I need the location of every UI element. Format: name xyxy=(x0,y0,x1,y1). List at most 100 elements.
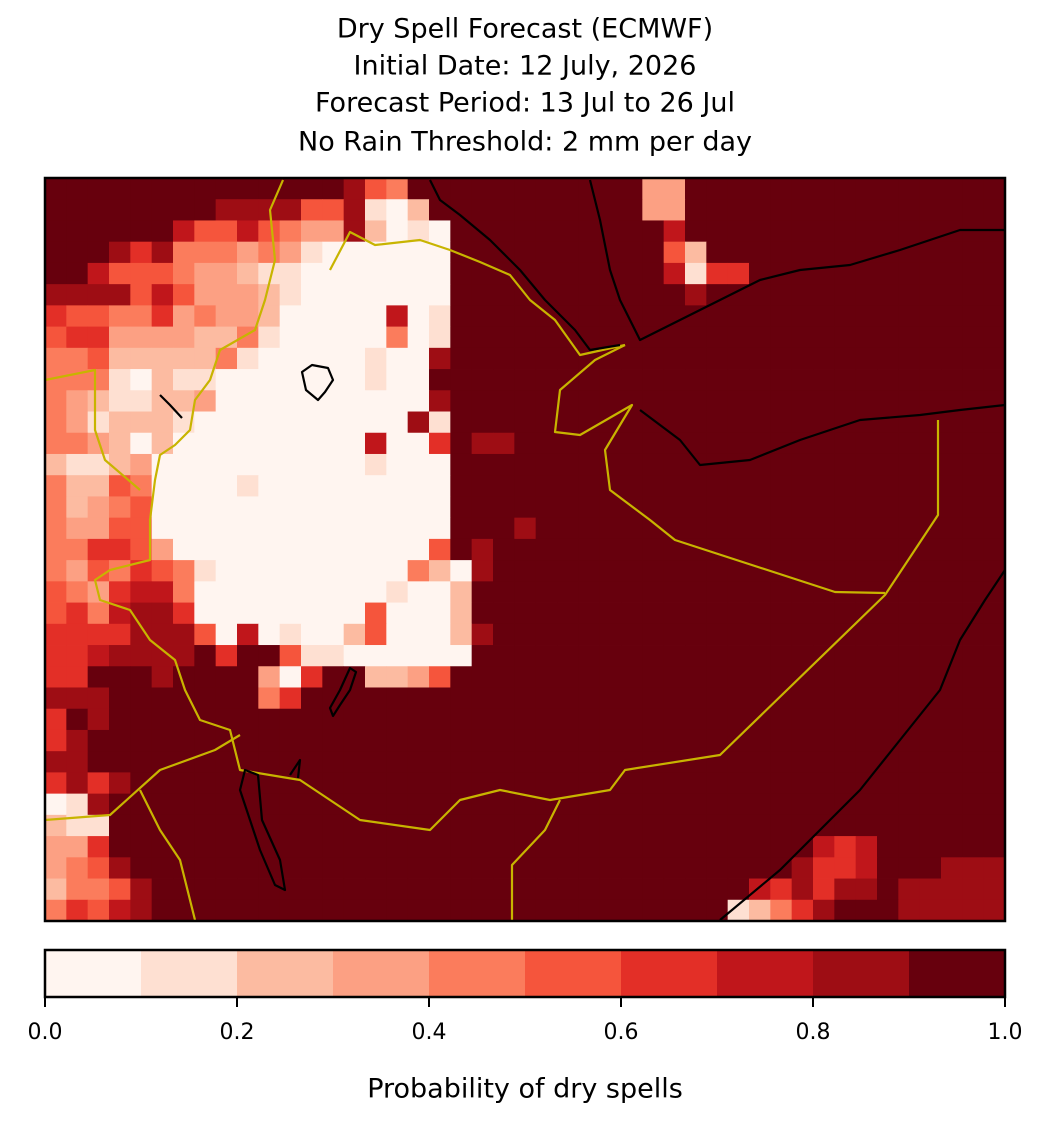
grid-cell xyxy=(834,496,857,519)
grid-cell xyxy=(471,178,494,200)
colorbar: 0.0 0.2 0.4 0.6 0.8 1.0 xyxy=(28,948,1023,1045)
grid-cell xyxy=(621,432,643,455)
grid-cell xyxy=(834,666,857,688)
grid-cell xyxy=(557,899,579,922)
grid-cell xyxy=(514,729,537,752)
grid-cell xyxy=(919,305,942,327)
grid-cell xyxy=(855,793,878,816)
grid-cell xyxy=(941,326,963,349)
grid-cell xyxy=(855,687,878,710)
grid-cell xyxy=(109,199,131,221)
grid-cell xyxy=(493,793,515,816)
grid-cell xyxy=(258,475,281,497)
grid-cell xyxy=(429,899,451,922)
grid-cell xyxy=(237,390,259,412)
grid-cell xyxy=(855,347,878,370)
grid-cell xyxy=(386,666,409,688)
grid-cell xyxy=(535,751,558,773)
grid-cell xyxy=(983,453,1006,476)
grid-cell xyxy=(749,623,771,646)
grid-cell xyxy=(194,241,217,264)
grid-cell xyxy=(66,772,89,795)
grid-cell xyxy=(194,347,217,370)
grid-cell xyxy=(66,178,89,200)
grid-cell xyxy=(749,708,771,731)
title-line: No Rain Threshold: 2 mm per day xyxy=(298,127,752,158)
grid-cell xyxy=(557,814,579,837)
grid-cell xyxy=(386,199,409,221)
grid-cell xyxy=(322,432,345,455)
grid-cell xyxy=(898,496,921,519)
grid-cell xyxy=(151,347,174,370)
border-line xyxy=(329,230,626,357)
colorbar-segment xyxy=(525,950,622,997)
grid-cell xyxy=(450,369,473,391)
grid-cell xyxy=(834,262,857,285)
grid-cell xyxy=(770,390,793,412)
grid-cell xyxy=(194,369,217,391)
grid-cell xyxy=(237,538,259,561)
grid-cell xyxy=(109,687,131,710)
grid-cell xyxy=(109,729,131,752)
grid-cell xyxy=(834,326,857,349)
grid-cell xyxy=(215,687,238,710)
grid-cell xyxy=(322,899,345,922)
grid-cell xyxy=(642,432,665,455)
grid-cell xyxy=(514,517,537,540)
grid-cell xyxy=(301,729,323,752)
grid-cell xyxy=(706,772,729,795)
grid-cell xyxy=(130,899,153,922)
grid-cell xyxy=(493,178,515,200)
grid-cell xyxy=(173,878,195,901)
grid-cell xyxy=(194,602,217,625)
grid-cell xyxy=(727,751,750,773)
grid-cell xyxy=(151,453,174,476)
grid-cell xyxy=(685,390,707,412)
grid-cell xyxy=(855,517,878,540)
grid-cell xyxy=(66,432,89,455)
grid-cell xyxy=(706,347,729,370)
grid-cell xyxy=(45,899,67,922)
grid-cell xyxy=(130,793,153,816)
grid-cell xyxy=(834,772,857,795)
grid-cell xyxy=(813,475,835,497)
grid-cell xyxy=(173,899,195,922)
grid-cell xyxy=(962,496,985,519)
grid-cell xyxy=(66,390,89,412)
grid-cell xyxy=(919,432,942,455)
grid-cell xyxy=(45,581,67,603)
grid-cell xyxy=(194,878,217,901)
grid-cell xyxy=(557,453,579,476)
grid-cell xyxy=(194,814,217,837)
grid-cell xyxy=(87,772,110,795)
grid-cell xyxy=(599,857,622,879)
grid-cell xyxy=(450,878,473,901)
grid-cell xyxy=(66,305,89,327)
grid-cell xyxy=(237,262,259,285)
grid-cell xyxy=(813,496,835,519)
grid-cell xyxy=(919,326,942,349)
grid-cell xyxy=(66,899,89,922)
grid-cell xyxy=(642,369,665,391)
grid-cell xyxy=(301,793,323,816)
grid-cell xyxy=(237,729,259,752)
grid-cell xyxy=(130,645,153,667)
grid-cell xyxy=(343,347,366,370)
grid-cell xyxy=(194,432,217,455)
grid-cell xyxy=(194,496,217,519)
grid-cell xyxy=(749,793,771,816)
grid-cell xyxy=(813,220,835,243)
grid-cell xyxy=(215,305,238,327)
grid-cell xyxy=(237,347,259,370)
grid-cell xyxy=(66,602,89,625)
grid-cell xyxy=(343,645,366,667)
grid-cell xyxy=(450,623,473,646)
grid-cell xyxy=(855,857,878,879)
grid-cell xyxy=(237,178,259,200)
grid-cell xyxy=(301,645,323,667)
grid-cell xyxy=(983,475,1006,497)
grid-cell xyxy=(365,390,387,412)
grid-cell xyxy=(898,666,921,688)
grid-cell xyxy=(407,623,430,646)
grid-cell xyxy=(706,475,729,497)
